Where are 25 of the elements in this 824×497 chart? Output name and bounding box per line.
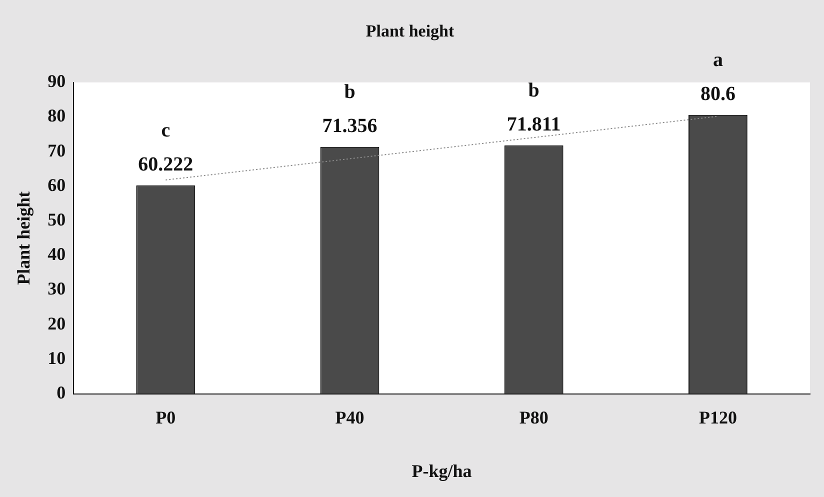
- y-tick-label: 50: [48, 209, 66, 230]
- y-tick-label: 0: [56, 382, 66, 402]
- y-tick-label: 20: [48, 313, 66, 334]
- annotation: c: [161, 120, 170, 142]
- x-tick-label: P40: [335, 407, 364, 428]
- x-tick-label: P0: [156, 407, 176, 428]
- y-tick-label: 30: [48, 278, 66, 299]
- y-tick-label: 10: [48, 348, 66, 368]
- data-label: 60.222: [138, 154, 194, 176]
- data-label: 71.356: [322, 115, 378, 138]
- annotation: b: [528, 80, 540, 102]
- annotation: a: [712, 49, 723, 72]
- data-label: 71.811: [506, 114, 561, 136]
- y-tick-label: 90: [48, 71, 66, 92]
- x-axis-title: P-kg/ha: [412, 460, 472, 481]
- text: Plant height: [13, 191, 34, 285]
- x-tick-label: P120: [698, 407, 737, 428]
- y-tick-label: 70: [48, 140, 66, 160]
- annotation: b: [344, 81, 356, 104]
- y-tick-label: 80: [48, 106, 66, 126]
- y-tick-label: 40: [48, 244, 66, 264]
- data-label: 80.6: [700, 83, 736, 106]
- x-tick-label: P80: [519, 407, 548, 428]
- y-axis-title: Plant height: [366, 22, 454, 41]
- y-tick-label: 60: [48, 174, 66, 195]
